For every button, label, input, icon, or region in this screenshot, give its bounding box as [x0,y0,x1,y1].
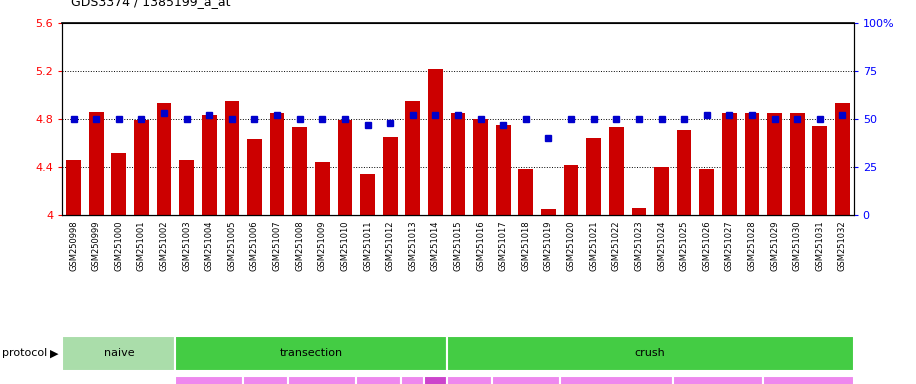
Text: GSM251010: GSM251010 [341,221,349,271]
Bar [134,120,148,215]
Bar [338,120,353,215]
Bar [673,376,763,384]
Text: GSM251016: GSM251016 [476,221,485,271]
Bar [406,101,420,215]
Text: GSM251027: GSM251027 [725,221,734,271]
Bar [175,376,243,384]
Text: GSM251012: GSM251012 [386,221,395,271]
Text: GSM251023: GSM251023 [635,221,643,271]
Bar [157,103,171,215]
Bar [631,208,647,215]
Bar [451,113,465,215]
Text: transection: transection [279,348,343,358]
Text: GSM251018: GSM251018 [521,221,530,271]
Bar [356,376,401,384]
Text: GSM251022: GSM251022 [612,221,621,271]
Text: GSM251030: GSM251030 [792,221,802,271]
Text: GSM251015: GSM251015 [453,221,463,271]
Text: GSM251014: GSM251014 [431,221,440,271]
Bar [560,376,673,384]
Bar [447,376,492,384]
Bar [247,139,262,215]
Bar [112,153,126,215]
Bar [763,376,854,384]
Text: GSM251009: GSM251009 [318,221,327,271]
Bar [563,165,578,215]
Text: GDS3374 / 1385199_a_at: GDS3374 / 1385199_a_at [71,0,231,8]
Bar [722,113,736,215]
Text: GSM251024: GSM251024 [657,221,666,271]
Text: GSM251000: GSM251000 [114,221,124,271]
Bar [180,160,194,215]
Text: GSM251032: GSM251032 [838,221,847,271]
Bar [89,112,104,215]
Bar [447,336,854,371]
Bar [360,174,375,215]
Bar [66,160,81,215]
Text: GSM251007: GSM251007 [273,221,281,271]
Text: naive: naive [104,348,134,358]
Text: GSM251025: GSM251025 [680,221,689,271]
Bar [424,376,447,384]
Bar [586,138,601,215]
Bar [292,127,307,215]
Bar [474,119,488,215]
Bar [654,167,669,215]
Bar [315,162,330,215]
Bar [175,336,447,371]
Text: GSM251029: GSM251029 [770,221,780,271]
Text: GSM251028: GSM251028 [747,221,757,271]
Bar [541,209,556,215]
Text: GSM251019: GSM251019 [544,221,553,271]
Text: GSM250998: GSM250998 [69,221,78,271]
Bar [269,113,285,215]
Text: GSM251003: GSM251003 [182,221,191,271]
Text: GSM251026: GSM251026 [703,221,711,271]
Text: GSM250999: GSM250999 [92,221,101,271]
Text: GSM251031: GSM251031 [815,221,824,271]
Bar [62,336,175,371]
Text: GSM251008: GSM251008 [295,221,304,271]
Bar [700,169,714,215]
Text: GSM251006: GSM251006 [250,221,259,271]
Bar [383,137,398,215]
Bar [401,376,424,384]
Text: GSM251017: GSM251017 [498,221,507,271]
Text: GSM251001: GSM251001 [136,221,146,271]
Text: ▶: ▶ [50,348,59,358]
Bar [812,126,827,215]
Text: crush: crush [635,348,666,358]
Text: GSM251021: GSM251021 [589,221,598,271]
Bar [609,127,624,215]
Bar [224,101,239,215]
Text: GSM251002: GSM251002 [159,221,169,271]
Bar [790,113,804,215]
Bar [243,376,289,384]
Text: GSM251011: GSM251011 [363,221,372,271]
Bar [202,116,216,215]
Text: GSM251020: GSM251020 [567,221,575,271]
Bar [835,103,850,215]
Bar [496,125,510,215]
Bar [768,113,782,215]
Bar [492,376,560,384]
Bar [518,169,533,215]
Text: GSM251013: GSM251013 [409,221,418,271]
Text: protocol: protocol [2,348,47,358]
Text: GSM251005: GSM251005 [227,221,236,271]
Bar [289,376,356,384]
Bar [677,130,692,215]
Bar [62,376,175,384]
Bar [745,113,759,215]
Text: GSM251004: GSM251004 [205,221,213,271]
Bar [428,69,442,215]
